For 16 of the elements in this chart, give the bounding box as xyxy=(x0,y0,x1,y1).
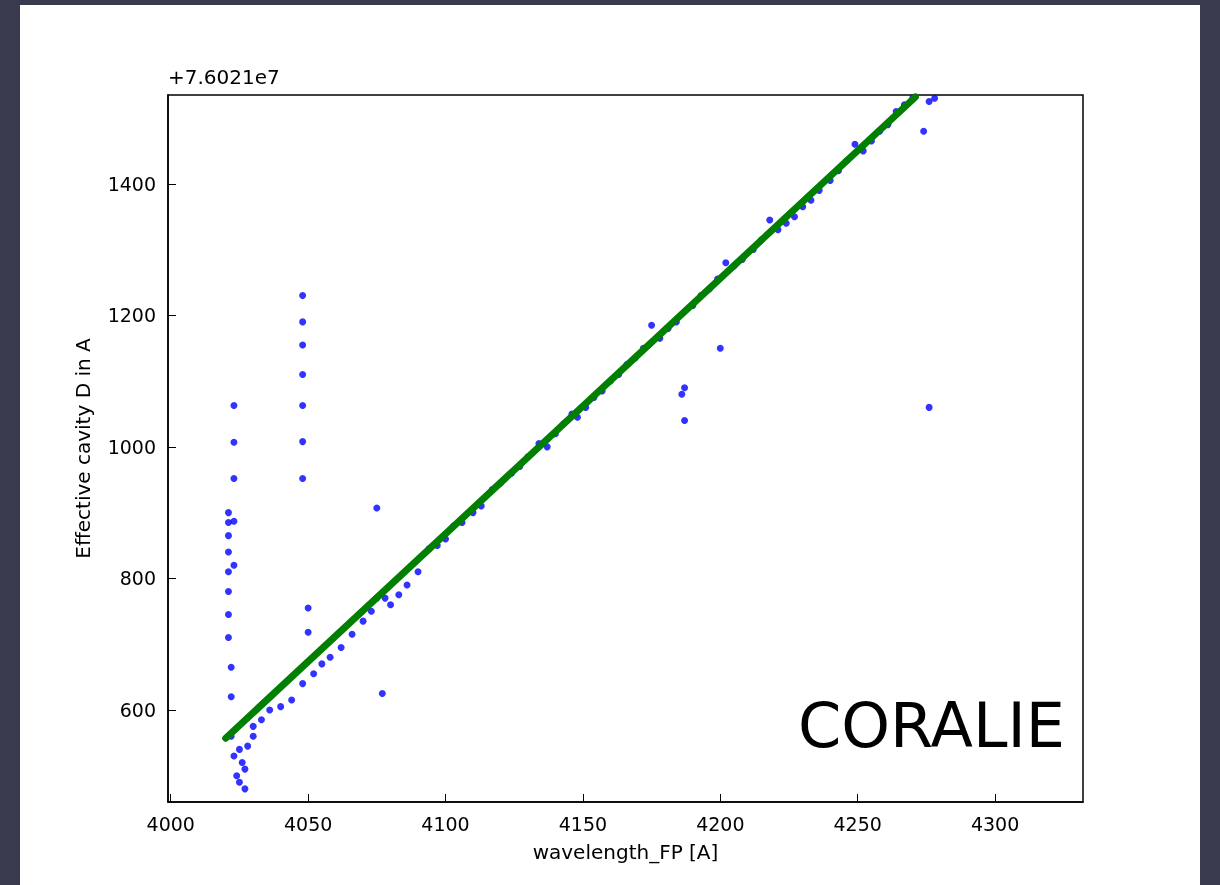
y-tick-label: 800 xyxy=(119,567,156,590)
x-tick-label: 4000 xyxy=(146,812,195,835)
y-tick-label: 1000 xyxy=(107,435,156,458)
x-tick-label: 4100 xyxy=(421,812,470,835)
x-axis-title: wavelength_FP [A] xyxy=(532,840,719,864)
annotation: CORALIE xyxy=(797,688,1066,762)
x-tick-label: 4300 xyxy=(970,812,1020,835)
text: +7.6021e7 xyxy=(168,65,280,89)
y-tick-label: 1400 xyxy=(107,172,156,195)
y-tick-label: 1200 xyxy=(107,304,156,327)
x-tick-label: 4200 xyxy=(696,812,745,835)
y-tick-label: 600 xyxy=(119,698,156,721)
x-tick-label: 4150 xyxy=(558,812,608,835)
y-axis-title: Effective cavity D in A xyxy=(71,338,95,559)
x-tick-label: 4050 xyxy=(283,812,333,835)
x-tick-label: 4250 xyxy=(833,812,882,835)
